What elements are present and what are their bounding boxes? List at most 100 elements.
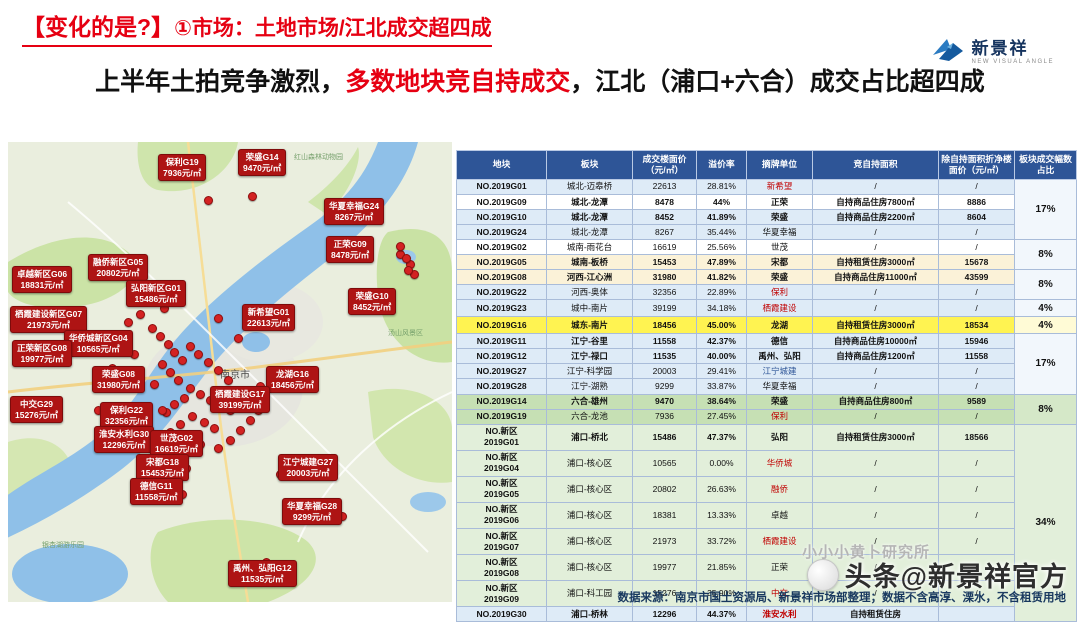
- cell-premium-rate: 33.87%: [696, 378, 747, 395]
- column-header: 除自持面积折净楼面价（元/㎡）: [938, 150, 1015, 180]
- cell-premium-rate: 40.00%: [696, 348, 747, 365]
- cell-winner: 龙湖: [746, 316, 813, 335]
- cell-floor-price: 15486: [632, 423, 697, 451]
- cell-floor-price: 9299: [632, 378, 697, 395]
- cell-net-floor-price: /: [938, 475, 1015, 503]
- cell-premium-rate: 33.72%: [696, 527, 747, 556]
- cell-winner: 华夏幸福: [746, 378, 813, 395]
- map-price-label: 荣盛G10 8452元/㎡: [348, 288, 397, 316]
- cell-self-hold-area: /: [812, 501, 939, 530]
- subtitle-part-right: ，江北（浦口+六合）成交占比超四成: [570, 68, 985, 96]
- cell-floor-price: 32356: [632, 284, 697, 301]
- cell-net-floor-price: 18534: [938, 316, 1015, 335]
- land-transaction-table: 地块 板块 成交楼面价（元/㎡） 溢价率 摘牌单位 竞自持面积 除自持面积折净楼面价（元/㎡…: [456, 150, 1077, 622]
- cell-plot-id: NO.新区 2019G09: [456, 580, 547, 608]
- cell-sector: 江宁-谷里: [546, 333, 633, 350]
- cell-winner: 卓越: [746, 501, 813, 530]
- cell-self-hold-area: /: [812, 299, 939, 318]
- cell-self-hold-area: /: [812, 363, 939, 380]
- cell-floor-price: 22613: [632, 178, 697, 196]
- cell-sector: 城北-龙潭: [546, 209, 633, 226]
- cell-sector: 浦口-核心区: [546, 475, 633, 503]
- cell-self-hold-area: 自持租赁住房3000㎡: [812, 316, 939, 335]
- map-place-label: 南京市: [220, 370, 250, 381]
- map-marker-dot: [156, 332, 165, 341]
- cell-floor-price: 8478: [632, 194, 697, 211]
- map-marker-dot: [236, 426, 245, 435]
- cell-premium-rate: 26.63%: [696, 475, 747, 503]
- cell-sector: 浦口-核心区: [546, 554, 633, 582]
- table-row: NO.新区 2019G09 浦口-科工园 15276 35.90% 中交 / /: [456, 580, 1077, 608]
- cell-net-floor-price: /: [938, 554, 1015, 582]
- cell-sector: 城北-龙潭: [546, 194, 633, 211]
- map-marker-dot: [170, 348, 179, 357]
- cell-net-floor-price: /: [938, 580, 1015, 608]
- cell-sector: 浦口-核心区: [546, 527, 633, 556]
- cell-floor-price: 16619: [632, 239, 697, 256]
- cell-self-hold-area: /: [812, 239, 939, 256]
- cell-premium-rate: 0.00%: [696, 449, 747, 477]
- map-place-label: 红山森林动物园: [294, 154, 343, 161]
- map-price-label: 淮安水利G30 12296元/㎡: [94, 426, 155, 454]
- cell-winner: 荣盛: [746, 393, 813, 410]
- cell-premium-rate: 47.37%: [696, 423, 747, 451]
- cell-floor-price: 21973: [632, 527, 697, 556]
- cell-premium-rate: 44%: [696, 194, 747, 211]
- cell-self-hold-area: /: [812, 449, 939, 477]
- map-marker-dot: [224, 376, 233, 385]
- cell-winner: 融侨: [746, 475, 813, 503]
- map-marker-dot: [136, 310, 145, 319]
- cell-premium-rate: 38.64%: [696, 393, 747, 410]
- cell-winner: 江宁城建: [746, 363, 813, 380]
- watermark-background-text: 小小小黄卜研究所: [801, 544, 930, 561]
- map-price-label: 融侨新区G05 20802元/㎡: [88, 254, 149, 282]
- map-marker-dot: [186, 384, 195, 393]
- cell-winner: 荣盛: [746, 269, 813, 286]
- cell-self-hold-area: /: [812, 178, 939, 196]
- cell-plot-id: NO.2019G16: [456, 316, 547, 335]
- cell-plot-id: NO.2019G24: [456, 224, 547, 241]
- cell-plot-id: NO.2019G23: [456, 299, 547, 318]
- map-price-label: 德信G11 11558元/㎡: [130, 478, 183, 506]
- cell-sector: 河西-江心洲: [546, 269, 633, 286]
- cell-plot-id: NO.2019G19: [456, 408, 547, 425]
- cell-sector: 江宁-湖熟: [546, 378, 633, 395]
- map-price-label: 正荣G09 8478元/㎡: [326, 236, 375, 264]
- cell-net-floor-price: 8886: [938, 194, 1015, 211]
- map-price-label: 华夏幸福G24 8267元/㎡: [324, 198, 385, 226]
- cell-net-floor-price: /: [938, 449, 1015, 477]
- cell-premium-rate: 13.33%: [696, 501, 747, 530]
- map-marker-dot: [204, 196, 213, 205]
- cell-plot-id: NO.新区 2019G07: [456, 527, 547, 556]
- cell-floor-price: 18456: [632, 316, 697, 335]
- cell-sector: 城北-迈皋桥: [546, 178, 633, 196]
- page-subtitle: 上半年土拍竞争激烈，多数地块竞自持成交，江北（浦口+六合）成交占比超四成: [0, 62, 1080, 98]
- table-row: NO.新区 2019G05 浦口-核心区 20802 26.63% 融侨 / /: [456, 475, 1077, 503]
- cell-sector: 六合-雄州: [546, 393, 633, 410]
- cell-winner: 荣盛: [746, 209, 813, 226]
- cell-premium-rate: 25.56%: [696, 239, 747, 256]
- cell-sector: 城东-南片: [546, 316, 633, 335]
- watermark-text: 头条@新景祥官方: [844, 562, 1068, 592]
- subtitle-part-left: 上半年土拍竞争激烈，: [95, 68, 346, 96]
- map-overlays: 红山森林动物园 南京市 汤山风景区 银杏湖游乐园 保利G19 7936元/㎡ 荣盛G14 94…: [8, 142, 452, 602]
- cell-winner: 华夏幸福: [746, 224, 813, 241]
- cell-self-hold-area: /: [812, 475, 939, 503]
- table-row: NO.2019G02 城南-雨花台 16619 25.56% 世茂 //8%: [456, 239, 1077, 271]
- cell-floor-price: 18381: [632, 501, 697, 530]
- table-row: NO.2019G05 城南-板桥 15453 47.89% 宋都 自持租赁住房3000㎡ 1…: [456, 254, 1077, 271]
- map-marker-dot: [226, 436, 235, 445]
- cell-sector-share: 4%: [1014, 299, 1077, 318]
- cell-sector: 城南-雨花台: [546, 239, 633, 256]
- map-marker-dot: [150, 380, 159, 389]
- map-marker-dot: [402, 254, 411, 263]
- column-header: 溢价率: [696, 150, 747, 180]
- cell-net-floor-price: 8604: [938, 209, 1015, 226]
- cell-net-floor-price: /: [938, 378, 1015, 395]
- table-row: NO.2019G16 城东-南片 18456 45.00% 龙湖 自持租赁住房3000㎡ 1…: [456, 316, 1077, 335]
- company-logo: 新景祥 NEW VISUAL ANGLE: [930, 34, 1054, 65]
- map-marker-dot: [188, 412, 197, 421]
- table-row: NO.2019G22 河西-奥体 32356 22.89% 保利 / /: [456, 284, 1077, 301]
- column-header: 地块: [456, 150, 547, 180]
- map-price-label: 保利G19 7936元/㎡: [158, 154, 207, 182]
